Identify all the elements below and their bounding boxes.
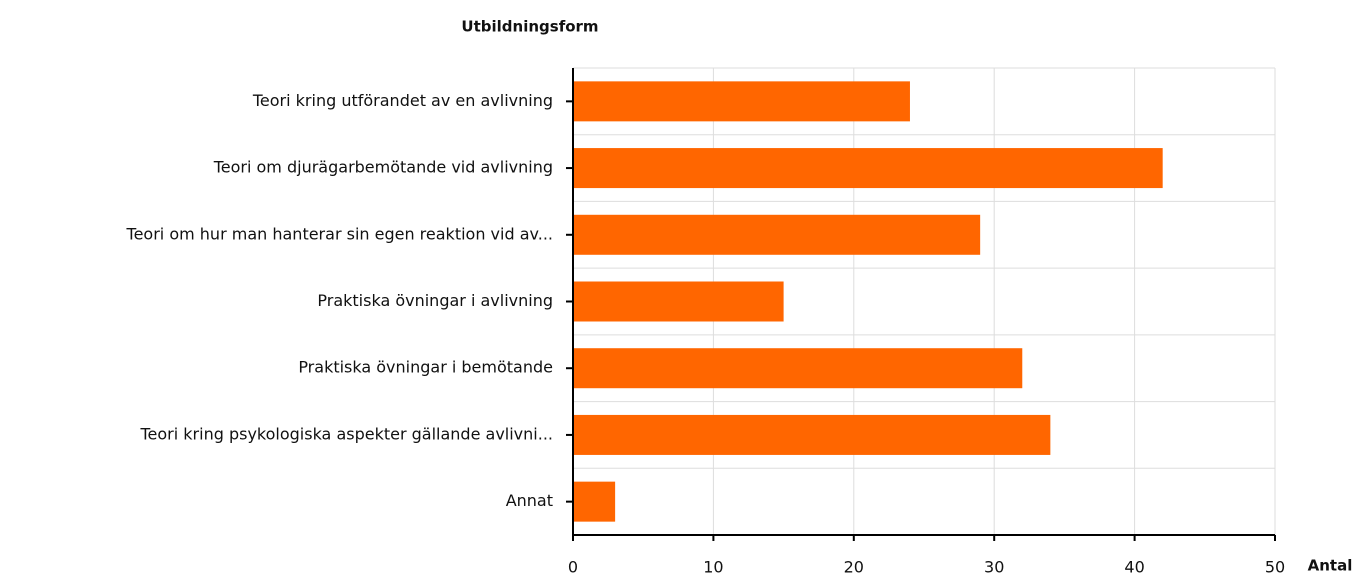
bar [573,214,981,255]
chart-title: Utbildningsform [461,18,598,36]
bar [573,348,1023,389]
bar [573,81,910,122]
x-tick-label: 0 [568,558,578,577]
y-tick-label: Praktiska övningar i avlivning [317,291,553,310]
x-axis-label: Antal [1308,557,1353,575]
y-tick-label: Teori kring psykologiska aspekter gällan… [139,424,553,443]
y-tick-label: Teori kring utförandet av en avlivning [252,91,553,110]
bar [573,414,1051,455]
y-tick-label: Teori om hur man hanterar sin egen reakt… [126,224,553,243]
y-tick-label: Annat [506,491,553,510]
x-tick-label: 20 [844,558,864,577]
x-tick-label: 10 [703,558,723,577]
bar [573,148,1163,189]
x-tick-label: 30 [984,558,1004,577]
y-tick-label: Praktiska övningar i bemötande [298,358,553,377]
y-tick-label: Teori om djurägarbemötande vid avlivning [213,158,553,177]
bar [573,281,784,322]
x-tick-label: 50 [1265,558,1285,577]
bar [573,481,616,522]
x-tick-label: 40 [1124,558,1144,577]
